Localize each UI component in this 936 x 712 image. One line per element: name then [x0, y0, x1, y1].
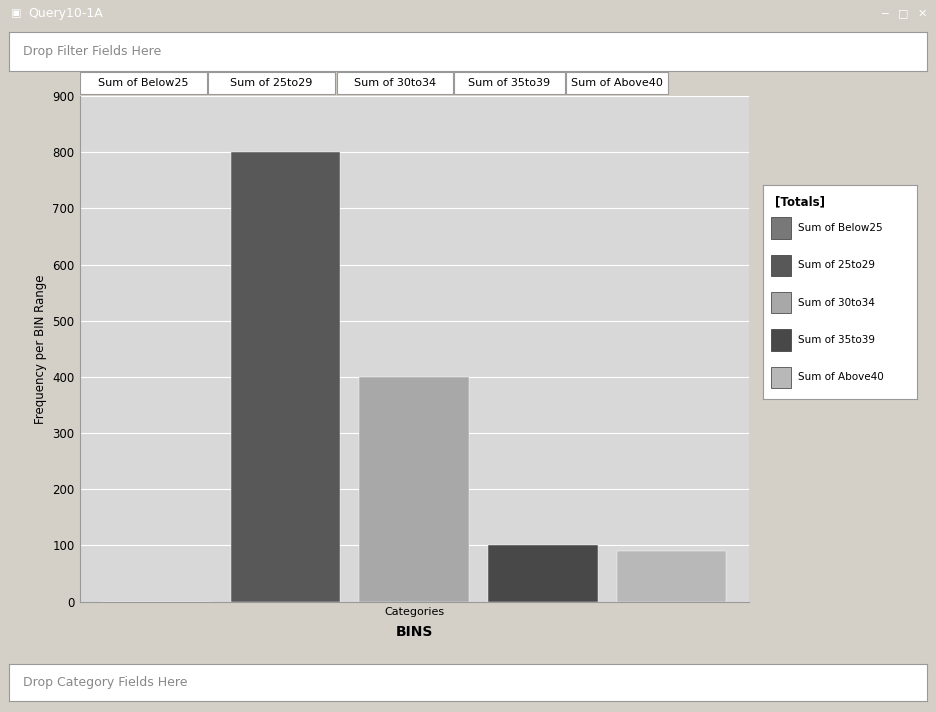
- Text: Query10-1A: Query10-1A: [28, 7, 103, 20]
- Text: ─: ─: [881, 9, 888, 19]
- Bar: [208, 73, 335, 94]
- Text: Sum of 30to34: Sum of 30to34: [354, 78, 436, 88]
- Bar: [617, 551, 726, 602]
- Text: Sum of Below25: Sum of Below25: [798, 223, 883, 233]
- Bar: [770, 217, 791, 239]
- Bar: [489, 545, 597, 602]
- Bar: [359, 377, 469, 602]
- Bar: [566, 73, 668, 94]
- Bar: [770, 254, 791, 276]
- Text: Sum of 25to29: Sum of 25to29: [230, 78, 313, 88]
- Bar: [770, 292, 791, 313]
- Text: Sum of Above40: Sum of Above40: [571, 78, 664, 88]
- Text: Sum of 30to34: Sum of 30to34: [798, 298, 875, 308]
- Text: □: □: [898, 9, 909, 19]
- Text: Sum of 25to29: Sum of 25to29: [798, 260, 875, 271]
- Y-axis label: Frequency per BIN Range: Frequency per BIN Range: [34, 274, 47, 424]
- Text: Drop Filter Fields Here: Drop Filter Fields Here: [23, 45, 161, 58]
- X-axis label: BINS: BINS: [396, 625, 432, 639]
- Text: ▣: ▣: [11, 9, 22, 19]
- Bar: [80, 73, 207, 94]
- Text: Sum of Below25: Sum of Below25: [98, 78, 188, 88]
- Text: [Totals]: [Totals]: [775, 196, 826, 209]
- Text: Sum of Above40: Sum of Above40: [798, 372, 885, 382]
- Bar: [231, 152, 340, 602]
- Bar: [454, 73, 564, 94]
- Text: Sum of 35to39: Sum of 35to39: [469, 78, 550, 88]
- Text: Drop Category Fields Here: Drop Category Fields Here: [23, 676, 187, 689]
- Bar: [337, 73, 453, 94]
- Bar: [770, 367, 791, 388]
- Text: ✕: ✕: [917, 9, 927, 19]
- Bar: [770, 329, 791, 350]
- Text: Sum of 35to39: Sum of 35to39: [798, 335, 875, 345]
